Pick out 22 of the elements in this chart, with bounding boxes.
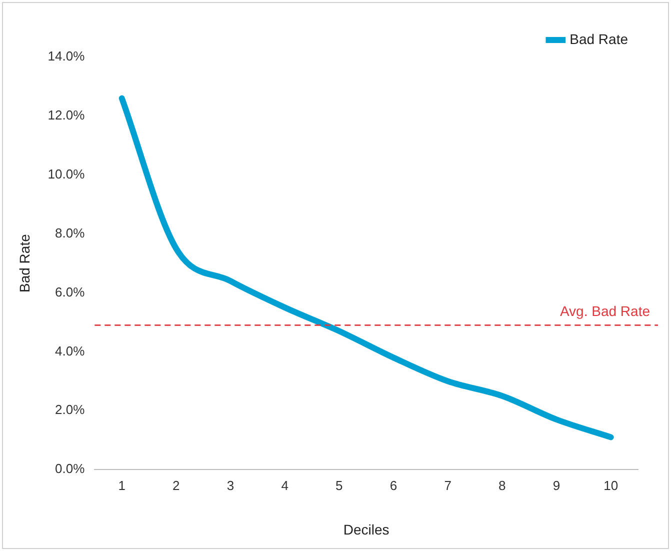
x-tick-label: 6 bbox=[390, 478, 398, 493]
ref-line-label: Avg. Bad Rate bbox=[560, 303, 650, 320]
y-axis-title: Bad Rate bbox=[16, 234, 32, 292]
y-tick-label: 8.0% bbox=[55, 225, 86, 240]
y-tick-label: 2.0% bbox=[55, 402, 86, 418]
y-tick-label: 12.0% bbox=[48, 108, 86, 123]
x-tick-label: 4 bbox=[281, 478, 288, 493]
x-tick-label: 8 bbox=[498, 478, 506, 493]
legend-label: Bad Rate bbox=[570, 30, 628, 47]
x-axis-title: Deciles bbox=[343, 521, 390, 538]
y-tick-label: 0.0% bbox=[55, 461, 86, 476]
y-tick-label: 14.0% bbox=[48, 48, 86, 64]
y-tick-label: 4.0% bbox=[55, 343, 86, 358]
x-tick-label: 1 bbox=[118, 478, 126, 493]
x-tick-label: 7 bbox=[444, 478, 452, 493]
x-tick-label: 10 bbox=[604, 478, 618, 493]
y-tick-label: 10.0% bbox=[48, 166, 86, 182]
x-tick-label: 9 bbox=[552, 478, 560, 493]
x-tick-label: 3 bbox=[226, 478, 234, 493]
x-tick-label: 2 bbox=[172, 478, 180, 493]
y-tick-label: 6.0% bbox=[55, 284, 86, 300]
x-tick-label: 5 bbox=[336, 478, 343, 493]
